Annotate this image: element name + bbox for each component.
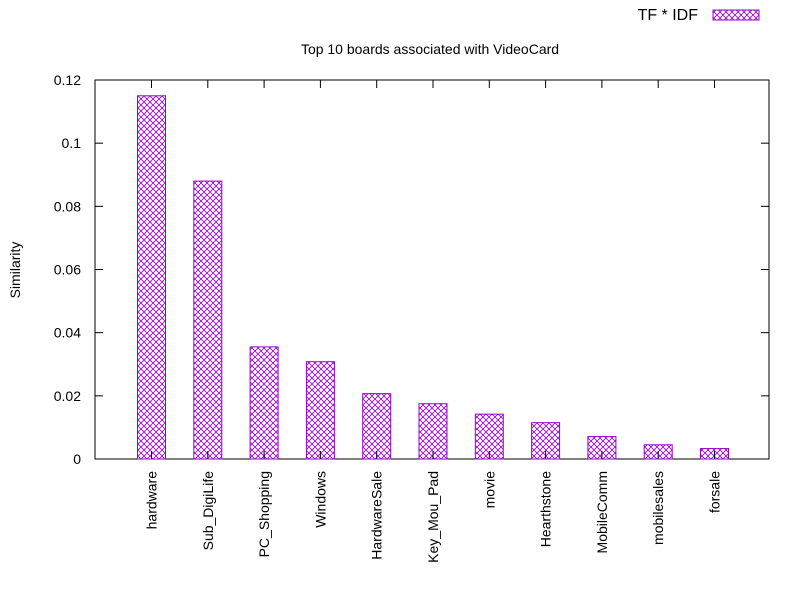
x-tick-label: MobileComm xyxy=(594,471,610,553)
legend-swatch xyxy=(712,9,760,21)
bar-hearthstone xyxy=(531,422,561,460)
x-axis: hardware Sub_DigiLife PC_Shopping Windows Ha… xyxy=(144,80,723,563)
x-tick-label: Windows xyxy=(312,471,328,528)
y-tick-label: 0.06 xyxy=(54,262,81,278)
y-tick-label: 0.1 xyxy=(62,135,82,151)
bar-key-mou-pad xyxy=(418,403,448,460)
y-axis-label: Similarity xyxy=(7,242,23,299)
x-tick-label: Hearthstone xyxy=(538,471,554,547)
legend-label: TF * IDF xyxy=(638,7,699,24)
x-tick-label: movie xyxy=(481,471,497,509)
y-tick-label: 0.04 xyxy=(54,325,81,341)
bar-hardwaresale xyxy=(362,393,392,460)
x-tick-label: Key_Mou_Pad xyxy=(425,471,441,563)
x-tick-label: forsale xyxy=(707,471,723,513)
legend: TF * IDF xyxy=(638,7,760,24)
chart-title: Top 10 boards associated with VideoCard xyxy=(301,41,559,57)
bar-sub-digilife xyxy=(193,180,223,460)
x-tick-label: hardware xyxy=(144,471,160,530)
y-tick-label: 0 xyxy=(73,451,81,467)
bar-hardware xyxy=(137,95,166,460)
y-tick-label: 0.02 xyxy=(54,388,81,404)
bar-pc-shopping xyxy=(249,346,279,460)
bars xyxy=(137,95,729,460)
y-tick-label: 0.08 xyxy=(54,198,81,214)
x-tick-label: Sub_DigiLife xyxy=(200,471,216,551)
y-tick-label: 0.12 xyxy=(54,72,81,88)
x-tick-label: mobilesales xyxy=(650,471,666,545)
y-axis: 0 0.02 0.04 0.06 0.08 0.1 0.12 xyxy=(54,72,769,467)
x-tick-label: PC_Shopping xyxy=(256,471,272,557)
x-tick-label: HardwareSale xyxy=(369,471,385,560)
bar-windows xyxy=(305,361,335,460)
